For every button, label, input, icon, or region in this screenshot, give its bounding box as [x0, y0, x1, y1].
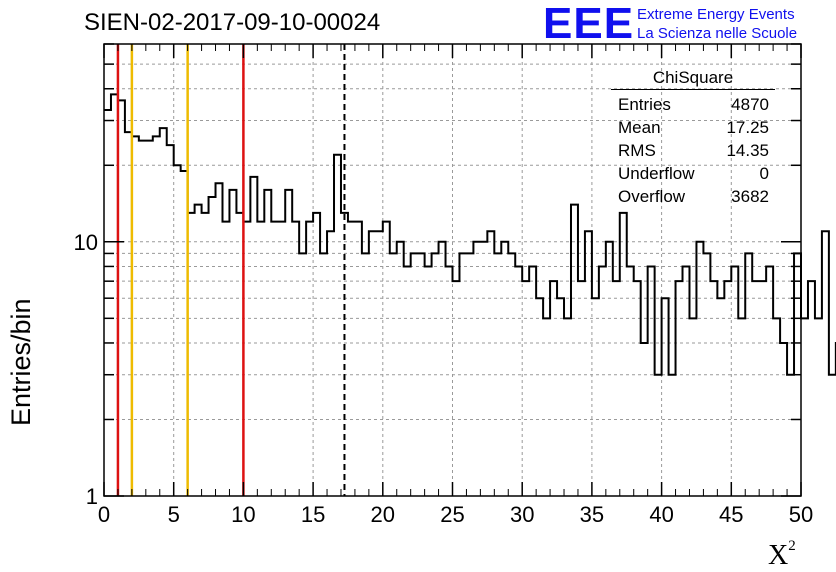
stats-row-mean: Mean 17.25 [611, 116, 775, 139]
stats-title: ChiSquare [611, 68, 775, 90]
x-tick-label: 30 [510, 502, 534, 527]
x-tick-label: 25 [440, 502, 464, 527]
stats-row-rms: RMS 14.35 [611, 139, 775, 162]
y-tick-label: 1 [86, 484, 98, 509]
stats-value: 4870 [731, 95, 769, 114]
logo-mark: EEE [543, 0, 635, 48]
logo-line-1: Extreme Energy Events [637, 6, 795, 23]
stats-value: 17.25 [726, 118, 769, 137]
x-tick-label: 5 [168, 502, 180, 527]
stats-value: 0 [759, 164, 769, 183]
x-axis-label-text: X [768, 540, 789, 571]
stats-row-underflow: Underflow 0 [611, 162, 775, 185]
stats-label: Underflow [618, 164, 695, 183]
stats-row-entries: Entries 4870 [611, 93, 775, 116]
x-axis-label: X2 [768, 538, 796, 572]
x-axis-label-superscript: 2 [788, 538, 796, 554]
y-axis-label: Entries/bin [6, 298, 36, 426]
x-tick-label: 0 [98, 502, 110, 527]
stats-label: Overflow [618, 187, 686, 206]
chart-title: SIEN-02-2017-09-10-00024 [84, 9, 381, 36]
stats-value: 3682 [731, 187, 769, 206]
x-tick-label: 35 [580, 502, 604, 527]
x-tick-label: 45 [719, 502, 743, 527]
x-tick-label: 10 [231, 502, 255, 527]
stats-row-overflow: Overflow 3682 [611, 185, 775, 208]
x-tick-label: 20 [371, 502, 395, 527]
x-tick-label: 15 [301, 502, 325, 527]
logo-line-2: La Scienza nelle Scuole [637, 25, 798, 42]
y-axis-label-wrap: Entries/bin [0, 246, 40, 426]
stats-label: RMS [618, 141, 656, 160]
y-tick-label: 10 [74, 230, 98, 255]
stats-box: ChiSquare Entries 4870 Mean 17.25 RMS 14.35… [611, 68, 775, 208]
x-tick-label: 50 [789, 502, 813, 527]
x-tick-label: 40 [649, 502, 673, 527]
stats-value: 14.35 [726, 141, 769, 160]
stats-label: Entries [618, 95, 671, 114]
stats-label: Mean [618, 118, 661, 137]
